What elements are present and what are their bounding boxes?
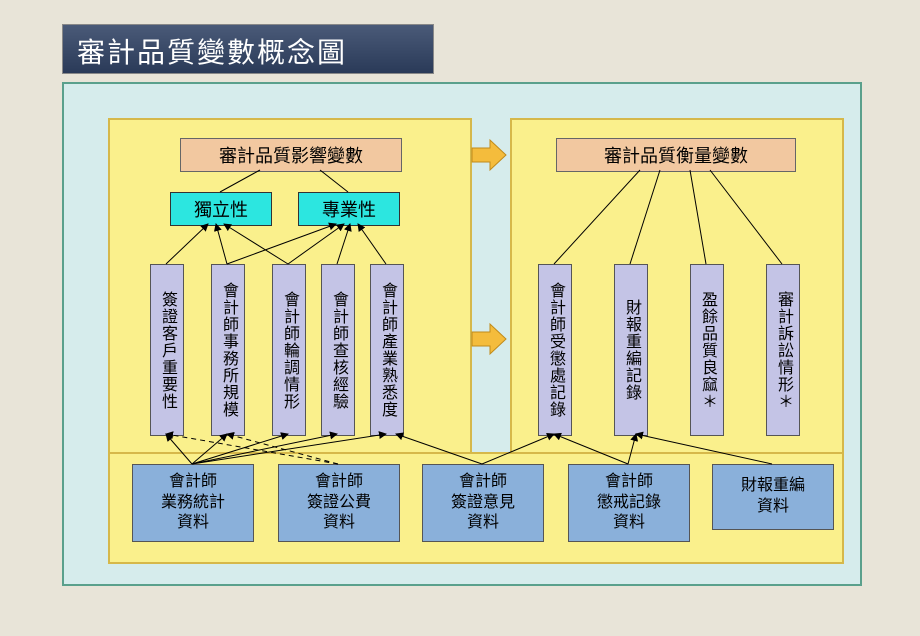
vbox-left-3-label: 會計師查核經驗 <box>326 291 350 410</box>
header-right: 審計品質衡量變數 <box>556 138 796 172</box>
header-left-label: 審計品質影響變數 <box>219 142 363 168</box>
bb2-l1: 會計師 <box>459 473 507 490</box>
vbox-left-2-label: 會計師輪調情形 <box>277 291 301 410</box>
cyan-professionalism-label: 專業性 <box>322 196 376 222</box>
header-right-label: 審計品質衡量變數 <box>604 142 748 168</box>
vbox-left-0-label: 簽證客戶重要性 <box>155 291 179 410</box>
bb1-l1: 會計師 <box>315 473 363 490</box>
vbox-left-0: 簽證客戶重要性 <box>150 264 184 436</box>
bb0-l1: 會計師 <box>169 473 217 490</box>
vbox-left-3: 會計師查核經驗 <box>321 264 355 436</box>
vbox-right-1: 財報重編記錄 <box>614 264 648 436</box>
bottom-box-2: 會計師簽證意見資料 <box>422 464 544 542</box>
bb0-l2: 業務統計 <box>161 494 225 511</box>
bb3-l2: 懲戒記錄 <box>597 494 661 511</box>
bb0-l3: 資料 <box>177 514 209 531</box>
vbox-right-2: 盈餘品質良窳＊ <box>690 264 724 436</box>
bb4-l2: 資料 <box>757 498 789 515</box>
vbox-right-0: 會計師受懲處記錄 <box>538 264 572 436</box>
bb3-l1: 會計師 <box>605 473 653 490</box>
vbox-left-1: 會計師事務所規模 <box>211 264 245 436</box>
vbox-left-4-label: 會計師產業熟悉度 <box>375 282 399 418</box>
vbox-right-3: 審計訴訟情形＊ <box>766 264 800 436</box>
cyan-independence: 獨立性 <box>170 192 272 226</box>
bottom-box-1: 會計師簽證公費資料 <box>278 464 400 542</box>
bb2-l2: 簽證意見 <box>451 494 515 511</box>
cyan-independence-label: 獨立性 <box>194 196 248 222</box>
page-title: 審計品質變數概念圖 <box>63 25 433 77</box>
bottom-box-3: 會計師懲戒記錄資料 <box>568 464 690 542</box>
bb1-l2: 簽證公費 <box>307 494 371 511</box>
bb4-l1: 財報重編 <box>741 477 805 494</box>
cyan-professionalism: 專業性 <box>298 192 400 226</box>
header-left: 審計品質影響變數 <box>180 138 402 172</box>
vbox-right-1-label: 財報重編記錄 <box>619 299 643 401</box>
bb1-l3: 資料 <box>323 514 355 531</box>
bb2-l3: 資料 <box>467 514 499 531</box>
vbox-right-2-label: 盈餘品質良窳＊ <box>695 291 719 410</box>
vbox-left-4: 會計師產業熟悉度 <box>370 264 404 436</box>
vbox-right-0-label: 會計師受懲處記錄 <box>543 282 567 418</box>
title-bar: 審計品質變數概念圖 <box>62 24 434 74</box>
bottom-box-0: 會計師業務統計資料 <box>132 464 254 542</box>
bb3-l3: 資料 <box>613 514 645 531</box>
bottom-box-4: 財報重編資料 <box>712 464 834 530</box>
vbox-left-1-label: 會計師事務所規模 <box>216 282 240 418</box>
vbox-right-3-label: 審計訴訟情形＊ <box>771 291 795 410</box>
vbox-left-2: 會計師輪調情形 <box>272 264 306 436</box>
